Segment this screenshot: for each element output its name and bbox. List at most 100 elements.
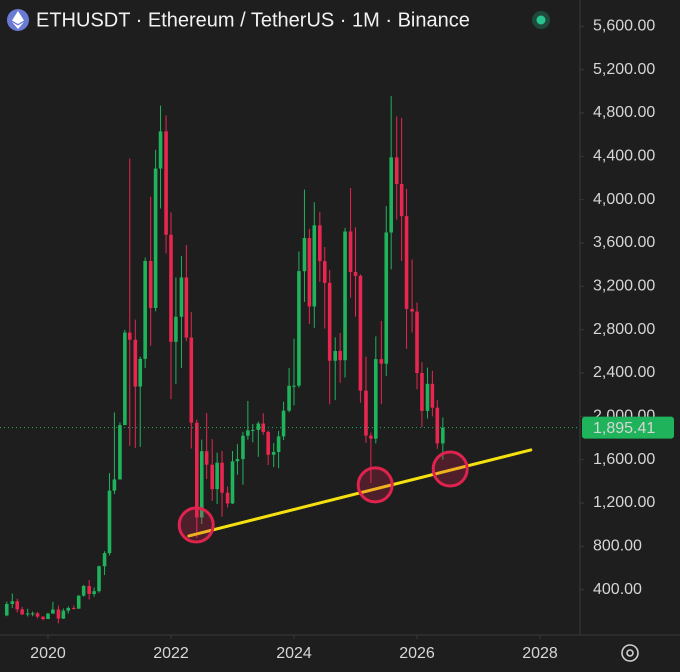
y-tick-label: 1,200.00 xyxy=(593,494,655,511)
candle-body xyxy=(25,613,30,615)
candle-body xyxy=(204,451,209,465)
candle-body xyxy=(4,603,9,616)
candle-body xyxy=(343,231,347,361)
candle-body xyxy=(322,261,327,283)
candle-body xyxy=(338,351,342,361)
candle-body xyxy=(102,553,107,567)
candle-body xyxy=(410,308,414,312)
candle-body xyxy=(281,410,286,437)
candle-body xyxy=(302,238,307,272)
candle-body xyxy=(307,238,312,307)
candle-body xyxy=(374,359,378,439)
x-tick-label: 2028 xyxy=(522,645,558,662)
candle-body xyxy=(169,234,173,342)
candle-body xyxy=(127,332,132,340)
y-tick-label: 4,000.00 xyxy=(593,191,655,208)
candle-body xyxy=(435,407,440,444)
candle-body xyxy=(118,425,122,480)
candle-body xyxy=(153,168,158,308)
candle-body xyxy=(46,613,50,620)
candle-body xyxy=(297,271,301,386)
y-tick-label: 400.00 xyxy=(593,581,642,598)
candle-body xyxy=(30,613,35,615)
candle-body xyxy=(348,231,353,273)
candle-body xyxy=(215,462,219,490)
candle-body xyxy=(143,260,147,359)
candle-body xyxy=(56,609,61,619)
candle-body xyxy=(389,157,393,233)
candle-body xyxy=(15,601,20,610)
candle-body xyxy=(441,427,445,444)
candle-body xyxy=(404,216,409,309)
candle-body xyxy=(138,358,143,387)
candle-body xyxy=(241,435,245,460)
candle-body xyxy=(107,490,112,554)
y-tick-label: 3,600.00 xyxy=(593,234,655,251)
candle-body xyxy=(199,451,204,518)
candle-body xyxy=(87,585,91,594)
candle-body xyxy=(123,332,127,426)
candle-body xyxy=(353,272,358,276)
candle-body xyxy=(81,585,86,596)
candle-body xyxy=(20,609,24,615)
highlight-circle xyxy=(431,450,469,488)
candle-body xyxy=(112,479,117,491)
y-tick-label: 2,400.00 xyxy=(593,364,655,381)
candle-body xyxy=(220,462,224,493)
y-tick-label: 1,600.00 xyxy=(593,451,655,468)
candle-body xyxy=(179,277,184,317)
candle-body xyxy=(76,595,81,609)
candle-body xyxy=(256,423,261,430)
x-tick-label: 2022 xyxy=(153,645,189,662)
candle-body xyxy=(312,225,317,307)
status-dot xyxy=(536,15,546,25)
x-tick-label: 2020 xyxy=(30,645,66,662)
candle-body xyxy=(266,431,270,455)
y-tick-label: 4,800.00 xyxy=(593,104,655,121)
y-tick-label: 5,200.00 xyxy=(593,61,655,78)
candle-body xyxy=(148,260,153,308)
candle-body xyxy=(189,337,194,423)
x-tick-label: 2024 xyxy=(276,645,312,662)
candle-body xyxy=(358,275,363,391)
highlight-circle xyxy=(356,466,394,504)
candle-body xyxy=(318,225,322,262)
candle-body xyxy=(133,339,138,387)
candle-body xyxy=(10,601,15,604)
candle-body xyxy=(164,131,168,235)
candle-body xyxy=(292,385,296,387)
candle-body xyxy=(35,613,40,617)
y-tick-label: 800.00 xyxy=(593,538,642,555)
y-tick-label: 5,600.00 xyxy=(593,18,655,35)
x-tick-label: 2026 xyxy=(399,645,435,662)
candle-body xyxy=(369,435,373,439)
candle-body xyxy=(327,282,332,361)
last-price-tag xyxy=(582,416,674,439)
last-price-label: 1,895.41 xyxy=(593,420,655,437)
candle-body xyxy=(246,430,250,436)
candle-body xyxy=(195,422,199,518)
candle-body xyxy=(333,351,338,361)
candle-body xyxy=(225,492,230,504)
candle-body xyxy=(261,423,266,432)
chart-title: ETHUSDT · Ethereum / TetherUS · 1M · Bin… xyxy=(36,9,470,31)
candle-body xyxy=(72,607,76,609)
candle-body xyxy=(364,390,368,436)
candle-body xyxy=(430,383,435,408)
candle-body xyxy=(287,385,291,411)
y-tick-label: 2,800.00 xyxy=(593,321,655,338)
candle-body xyxy=(61,610,66,619)
candle-body xyxy=(184,277,189,338)
candle-body xyxy=(250,429,255,431)
candle-body xyxy=(235,459,240,462)
candle-body xyxy=(379,359,384,364)
candle-body xyxy=(420,372,424,411)
candle-body xyxy=(425,383,430,411)
candle-body xyxy=(384,232,389,364)
settings-icon[interactable] xyxy=(621,644,639,662)
candle-body xyxy=(51,609,55,614)
candle-body xyxy=(97,566,101,592)
candle-body xyxy=(210,464,214,490)
y-tick-label: 4,400.00 xyxy=(593,148,655,165)
